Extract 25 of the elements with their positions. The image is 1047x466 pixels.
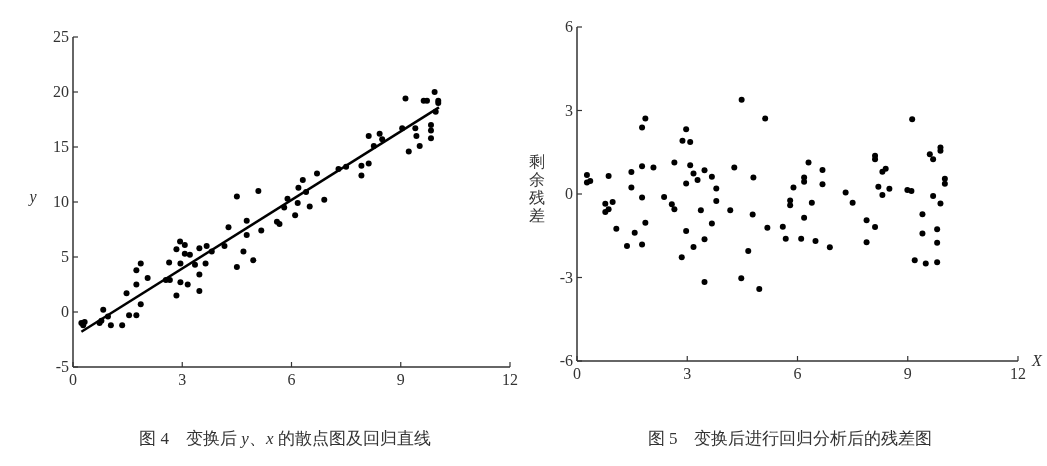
y-tick-label: 5	[61, 248, 69, 265]
text: 图 5 变换后进行回归分析后的残差图	[647, 429, 933, 448]
y-tick-label: 10	[53, 193, 69, 210]
x-tick-label: 3	[178, 371, 187, 388]
x-axis-title: X	[1031, 352, 1043, 369]
y-tick-label: -5	[55, 358, 69, 375]
y-tick-label: 3	[565, 101, 573, 119]
y-tick-label: 0	[565, 185, 573, 202]
y-tick-label: -3	[559, 268, 573, 286]
y-tick-label: 20	[53, 83, 69, 100]
y-axis-title: 剩余残差	[529, 153, 545, 224]
x-tick-label: 6	[287, 371, 296, 388]
x-tick-label: 3	[683, 365, 692, 382]
x-tick-label: 9	[903, 365, 912, 382]
y-axis-title: y	[27, 188, 38, 206]
x-tick-label: 9	[396, 371, 405, 388]
y-tick-label: -6	[559, 352, 573, 369]
text: 图 4 变换后 y、x 的散点图及回归直线	[139, 429, 431, 448]
y-tick-label: 15	[53, 138, 69, 155]
y-tick-label: 0	[61, 303, 69, 320]
x-tick-label: 12	[1010, 365, 1026, 382]
x-tick-label: 12	[502, 371, 518, 388]
y-tick-label: 25	[53, 28, 69, 45]
x-tick-label: 6	[793, 365, 802, 382]
y-tick-label: 6	[565, 18, 573, 35]
